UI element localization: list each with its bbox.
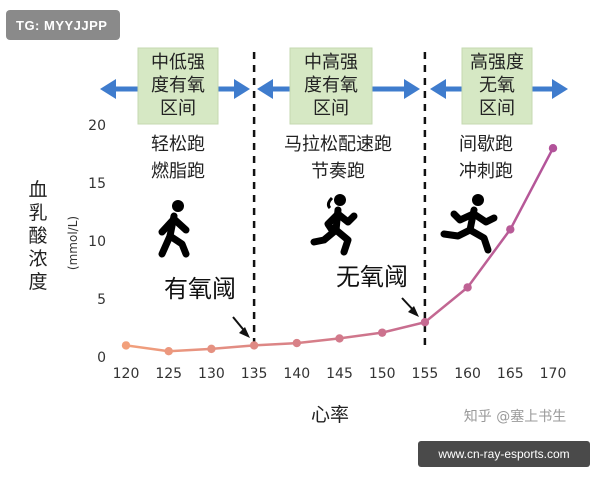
arrow-left-icon bbox=[257, 79, 273, 99]
x-tick-label: 135 bbox=[241, 366, 268, 382]
arrow-left-icon bbox=[100, 79, 116, 99]
zone-activity-text: 节奏跑 bbox=[311, 161, 365, 182]
x-tick-label: 145 bbox=[326, 366, 353, 382]
watermark-text: 知乎 @塞上书生 bbox=[464, 408, 566, 425]
arrow-right-icon bbox=[404, 79, 420, 99]
arrow-right-icon bbox=[552, 79, 568, 99]
data-point bbox=[506, 225, 515, 234]
y-axis-unit: (mmol/L) bbox=[66, 216, 80, 270]
zone-title-text: 度有氧 bbox=[304, 75, 358, 96]
data-point bbox=[292, 338, 301, 348]
y-axis-title-char: 酸 bbox=[28, 225, 47, 247]
data-point bbox=[207, 344, 216, 354]
pointer-arrowhead-icon bbox=[239, 327, 250, 338]
data-point bbox=[463, 283, 472, 292]
y-tick-label: 20 bbox=[88, 118, 106, 134]
zone-title-text: 中低强 bbox=[151, 52, 205, 73]
y-axis-title-char: 血 bbox=[28, 179, 47, 201]
zone-label-box bbox=[461, 47, 533, 125]
threshold-label: 无氧阈 bbox=[336, 263, 408, 291]
y-axis-title-char: 度 bbox=[28, 271, 47, 293]
x-tick-label: 170 bbox=[540, 366, 567, 382]
x-tick-label: 155 bbox=[412, 366, 439, 382]
pointer-arrowhead-icon bbox=[408, 306, 419, 317]
zone-title-text: 区间 bbox=[479, 98, 515, 119]
x-tick-label: 130 bbox=[198, 366, 225, 382]
site-url-badge: www.cn-ray-esports.com bbox=[418, 441, 590, 467]
running-woman-icon bbox=[310, 194, 358, 256]
y-tick-label: 0 bbox=[97, 350, 106, 366]
zone-activity-text: 燃脂跑 bbox=[151, 161, 205, 182]
tg-badge: TG: MYYJJPP bbox=[6, 10, 120, 40]
x-tick-label: 150 bbox=[369, 366, 396, 382]
y-tick-label: 10 bbox=[88, 234, 106, 250]
arrow-left-icon bbox=[430, 79, 446, 99]
data-point bbox=[335, 334, 344, 343]
zone-title-text: 中高强 bbox=[304, 52, 358, 73]
zone-label-box bbox=[289, 47, 373, 125]
zone-title-text: 高强度 bbox=[470, 52, 524, 73]
walking-person-icon bbox=[158, 200, 190, 258]
data-point bbox=[548, 144, 558, 153]
zone-activity-text: 间歇跑 bbox=[459, 134, 513, 155]
data-point bbox=[249, 341, 259, 350]
zone-title-text: 无氧 bbox=[479, 75, 515, 96]
x-tick-label: 120 bbox=[113, 366, 140, 382]
zone-title-text: 区间 bbox=[160, 98, 196, 119]
zone-activity-text: 马拉松配速跑 bbox=[284, 134, 392, 155]
arrow-right-icon bbox=[234, 79, 250, 99]
x-tick-label: 125 bbox=[155, 366, 182, 382]
zone-label-box bbox=[137, 47, 219, 125]
y-axis-title-char: 浓 bbox=[28, 248, 47, 270]
zone-activity-text: 轻松跑 bbox=[151, 134, 205, 155]
zone-activity-text: 冲刺跑 bbox=[459, 161, 513, 182]
data-point bbox=[378, 328, 387, 337]
x-tick-label: 140 bbox=[283, 366, 310, 382]
threshold-label: 有氧阈 bbox=[164, 275, 236, 303]
x-tick-label: 160 bbox=[454, 366, 481, 382]
data-point bbox=[121, 341, 131, 350]
zone-title-text: 度有氧 bbox=[151, 75, 205, 96]
x-axis-title: 心率 bbox=[311, 404, 349, 426]
y-axis-title-char: 乳 bbox=[28, 202, 47, 224]
zone-title-text: 区间 bbox=[313, 98, 349, 119]
data-point bbox=[164, 347, 173, 356]
data-point bbox=[420, 318, 430, 327]
x-tick-label: 165 bbox=[497, 366, 524, 382]
sprinting-man-icon bbox=[440, 194, 498, 254]
y-tick-label: 15 bbox=[88, 176, 106, 192]
y-tick-label: 5 bbox=[97, 292, 106, 308]
